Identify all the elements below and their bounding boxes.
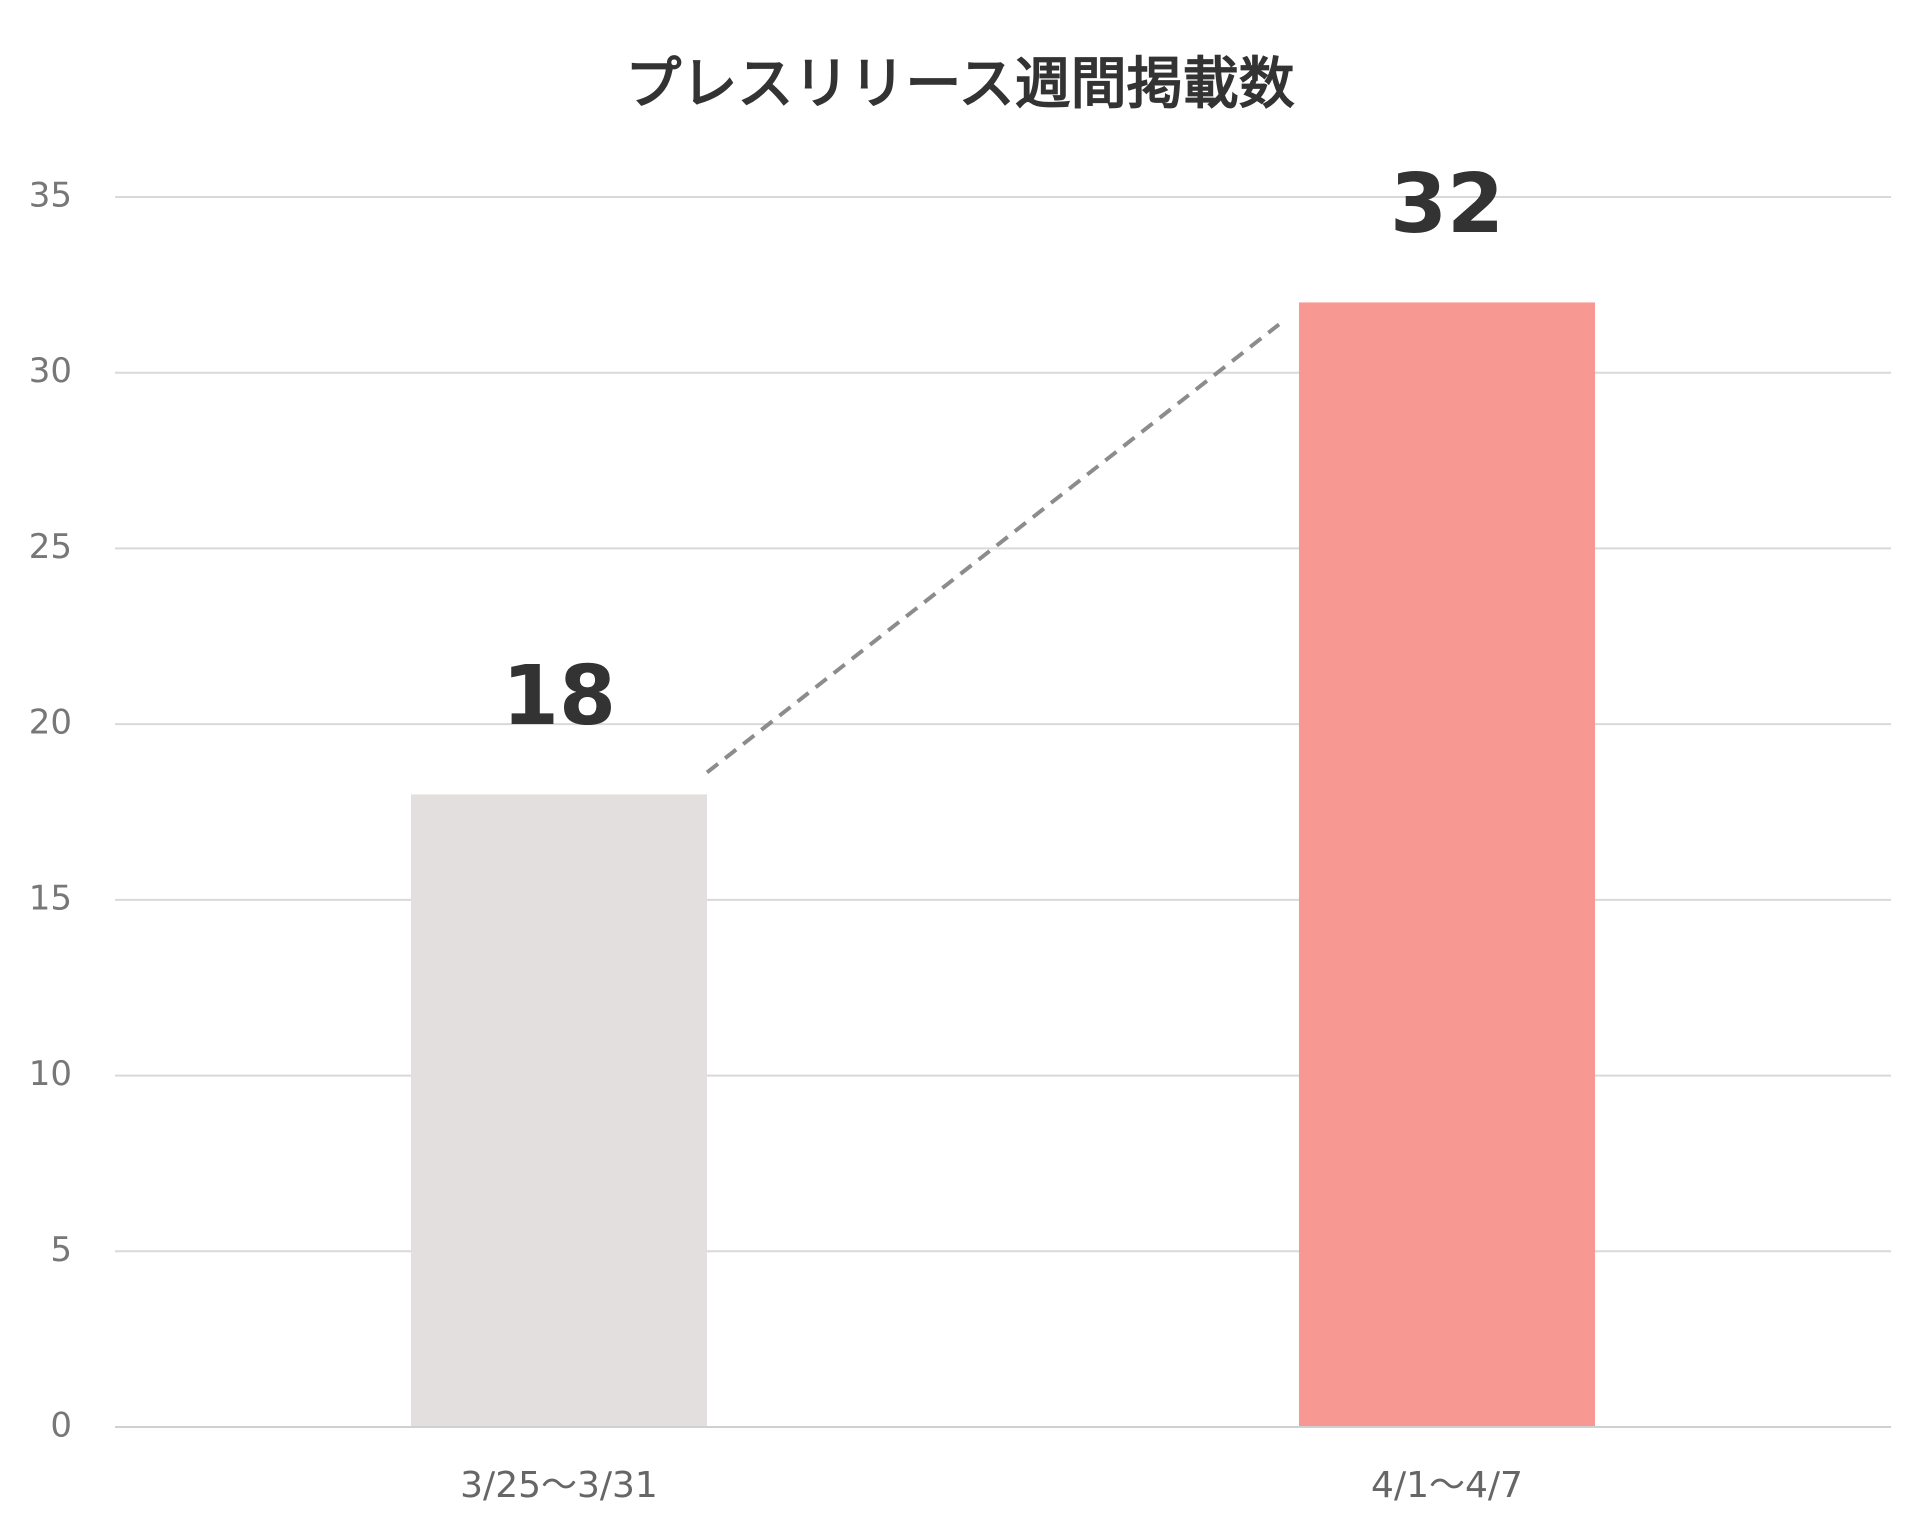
- y-tick-label: 5: [50, 1230, 72, 1270]
- bar: [1299, 302, 1595, 1427]
- data-label: 18: [502, 649, 616, 744]
- y-tick-label: 35: [29, 176, 72, 216]
- y-tick-label: 10: [29, 1054, 72, 1094]
- data-label: 32: [1390, 157, 1504, 252]
- bar: [411, 794, 707, 1427]
- y-tick-label: 25: [29, 527, 72, 567]
- y-tick-label: 0: [50, 1406, 72, 1446]
- chart-title: プレスリリース週間掲載数: [625, 52, 1294, 117]
- y-tick-label: 30: [29, 351, 72, 391]
- y-tick-label: 15: [29, 878, 72, 918]
- x-tick-label: 4/1〜4/7: [1371, 1465, 1523, 1506]
- x-tick-label: 3/25〜3/31: [460, 1465, 658, 1506]
- y-tick-label: 20: [29, 703, 72, 743]
- trend-line: [705, 322, 1281, 775]
